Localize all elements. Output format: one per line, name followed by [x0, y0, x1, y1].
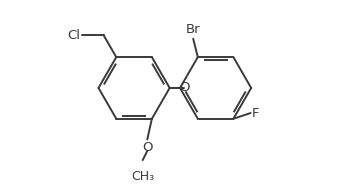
- Text: O: O: [142, 141, 153, 154]
- Text: F: F: [252, 107, 259, 120]
- Text: CH₃: CH₃: [131, 170, 154, 184]
- Text: O: O: [179, 81, 190, 95]
- Text: Br: Br: [186, 23, 201, 36]
- Text: Cl: Cl: [68, 29, 81, 42]
